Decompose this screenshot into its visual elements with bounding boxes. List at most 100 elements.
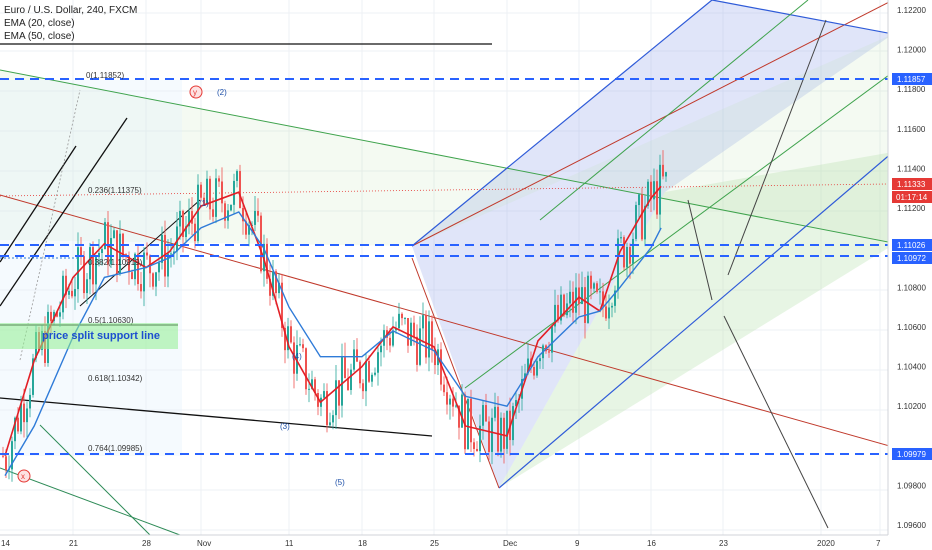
- candle-body: [554, 304, 556, 327]
- candle-body: [602, 291, 604, 307]
- x-tick-label: 9: [575, 539, 580, 548]
- y-tick-label: 1.10400: [897, 363, 926, 372]
- tag-level-4: [892, 448, 932, 460]
- candle-body: [479, 425, 481, 452]
- symbol-title: Euro / U.S. Dollar, 240, FXCM: [4, 5, 138, 16]
- x-tick-label: 14: [1, 539, 10, 548]
- candle-body: [317, 393, 319, 407]
- candle-body: [428, 321, 430, 358]
- candle-body: [599, 291, 601, 293]
- candle-body: [638, 194, 640, 206]
- candle-body: [590, 275, 592, 289]
- candle-body: [284, 327, 286, 351]
- candle-body: [287, 326, 289, 351]
- candle-body: [398, 313, 400, 329]
- candle-body: [95, 257, 97, 285]
- candle-body: [20, 403, 22, 432]
- candle-body: [17, 417, 19, 432]
- candle-body: [74, 289, 76, 297]
- fib-label-5: 0.5(1.10630): [88, 316, 134, 325]
- candle-body: [419, 328, 421, 365]
- candle-body: [473, 442, 475, 449]
- candle-body: [374, 372, 376, 375]
- candle-body: [134, 253, 136, 280]
- candle-body: [362, 383, 364, 392]
- candle-body: [656, 181, 658, 215]
- candle-body: [2, 455, 4, 457]
- candle-body: [86, 279, 88, 294]
- candle-body: [563, 294, 565, 316]
- candle-body: [497, 406, 499, 452]
- ema50-line: [4, 211, 662, 476]
- candle-body: [179, 210, 181, 227]
- candle-body: [491, 417, 493, 452]
- candle-body: [281, 282, 283, 328]
- candle-body: [365, 360, 367, 392]
- candle-body: [431, 321, 433, 351]
- x-tick-label: 23: [719, 539, 728, 548]
- candle-body: [110, 238, 112, 265]
- candle-body: [308, 388, 310, 390]
- tag-level-3-text: 1.10972: [897, 254, 926, 263]
- candle-body: [56, 311, 58, 317]
- candle-body: [101, 249, 103, 254]
- candle-body: [662, 164, 664, 177]
- candle-body: [89, 247, 91, 280]
- candle-body: [380, 345, 382, 353]
- candle-body: [407, 318, 409, 346]
- candle-body: [470, 398, 472, 443]
- candle-body: [401, 313, 403, 319]
- candle-body: [218, 178, 220, 182]
- candle-body: [62, 275, 64, 313]
- candle-body: [68, 290, 70, 295]
- candle-body: [572, 291, 574, 313]
- candle-body: [275, 271, 277, 294]
- y-tick-label: 1.09600: [897, 521, 926, 530]
- triangle-green-fill: [0, 34, 893, 246]
- candle-body: [608, 307, 610, 319]
- candle-body: [635, 205, 637, 239]
- candle-body: [170, 253, 172, 255]
- candle-body: [152, 273, 154, 287]
- candle-body: [29, 394, 31, 409]
- candle-body: [323, 391, 325, 398]
- x-tick-label: Nov: [197, 539, 211, 548]
- candle-body: [254, 210, 256, 225]
- x-tick-label: 18: [358, 539, 367, 548]
- candle-body: [482, 405, 484, 426]
- tag-countdown: [892, 191, 932, 203]
- candle-body: [311, 379, 313, 389]
- candle-body: [650, 181, 652, 200]
- candle-body: [413, 322, 415, 337]
- candle-body: [611, 305, 613, 308]
- candle-body: [236, 171, 238, 181]
- candle-body: [614, 290, 616, 306]
- candle-body: [440, 349, 442, 385]
- y-tick-label: 1.11400: [897, 164, 926, 173]
- candle-body: [485, 405, 487, 422]
- candle-body: [392, 330, 394, 346]
- candle-body: [212, 209, 214, 217]
- candle-body: [449, 398, 451, 405]
- candle-body: [659, 164, 661, 215]
- tag-level-2: [892, 239, 932, 251]
- x-tick-label: 2020: [817, 539, 835, 548]
- candle-body: [305, 348, 307, 390]
- candle-body: [5, 456, 7, 470]
- candle-body: [206, 178, 208, 204]
- candle-body: [593, 283, 595, 289]
- candle-body: [278, 282, 280, 294]
- candle-body: [461, 394, 463, 428]
- split-support-label: price split support line: [42, 330, 160, 342]
- candle-body: [227, 210, 229, 221]
- candle-body: [14, 417, 16, 442]
- candle-body: [596, 283, 598, 292]
- candle-body: [209, 178, 211, 210]
- candle-body: [539, 358, 541, 362]
- candle-body: [527, 358, 529, 374]
- candle-body: [248, 225, 250, 235]
- tag-level-3: [892, 252, 932, 264]
- candle-body: [626, 247, 628, 268]
- fib-label-764: 0.764(1.09985): [88, 444, 143, 453]
